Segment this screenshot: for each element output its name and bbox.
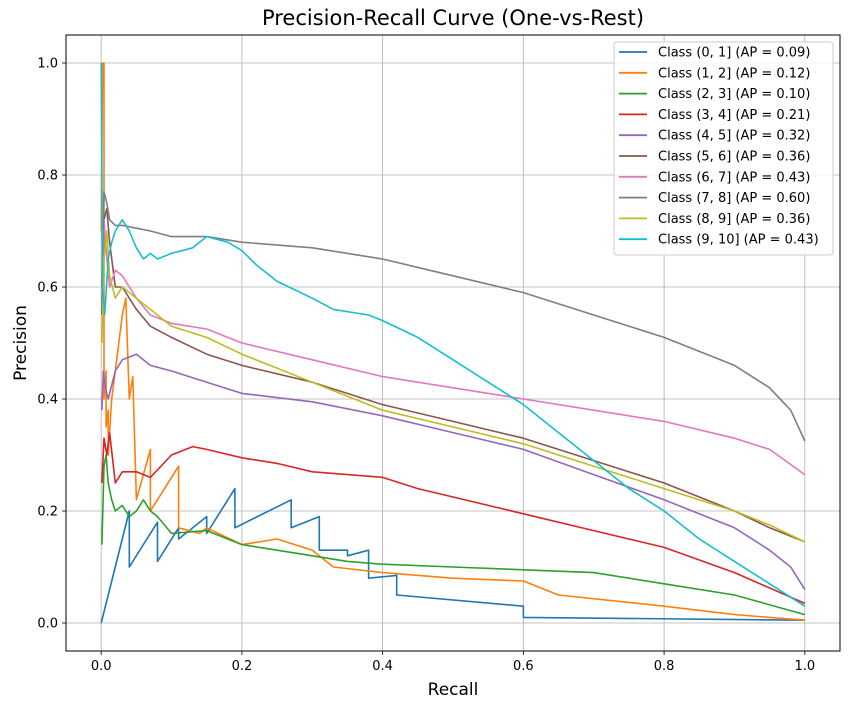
series-layer <box>100 62 806 624</box>
y-tick-label: 0.4 <box>37 393 58 408</box>
axis-ticks: 0.0 0.2 0.4 0.6 0.8 1.0 0.0 0.2 0.4 0.6 0.8 1.0 <box>37 57 815 675</box>
x-tick-label: 1.0 <box>794 659 815 674</box>
x-axis-title: Recall <box>428 680 479 700</box>
series-line-5 <box>101 207 806 543</box>
x-tick-label: 0.0 <box>91 659 112 674</box>
x-tick-label: 0.4 <box>372 659 393 674</box>
chart-title: Precision-Recall Curve (One-vs-Rest) <box>262 6 644 30</box>
legend-label: Class (8, 9] (AP = 0.36) <box>658 212 810 227</box>
series-line-9 <box>100 62 806 607</box>
legend-label: Class (2, 3] (AP = 0.10) <box>658 87 810 102</box>
series-line-6 <box>101 219 806 476</box>
y-tick-label: 0.0 <box>37 617 58 632</box>
series-line-7 <box>101 191 806 442</box>
series-line-8 <box>101 230 806 543</box>
legend-label: Class (3, 4] (AP = 0.21) <box>658 108 810 123</box>
y-tick-label: 0.8 <box>37 169 58 184</box>
plot-frame <box>65 34 841 652</box>
legend-label: Class (1, 2] (AP = 0.12) <box>658 66 810 81</box>
series-line-2 <box>101 454 806 616</box>
series-line-0 <box>100 487 805 624</box>
series-line-3 <box>101 431 806 605</box>
series-line-1 <box>100 62 805 621</box>
y-tick-label: 1.0 <box>37 57 58 72</box>
legend-label: Class (5, 6] (AP = 0.36) <box>658 150 810 165</box>
x-tick-label: 0.6 <box>513 659 534 674</box>
legend: Class (0, 1] (AP = 0.09) Class (1, 2] (AP… <box>613 41 834 256</box>
legend-label: Class (7, 8] (AP = 0.60) <box>658 191 810 206</box>
x-tick-label: 0.2 <box>232 659 253 674</box>
y-axis-title: Precision <box>11 305 31 381</box>
legend-box <box>613 41 834 256</box>
y-tick-label: 0.6 <box>37 281 58 296</box>
y-tick-label: 0.2 <box>37 505 58 520</box>
legend-label: Class (0, 1] (AP = 0.09) <box>658 46 810 61</box>
legend-label: Class (4, 5] (AP = 0.32) <box>658 129 810 144</box>
series-line-4 <box>101 353 806 590</box>
x-tick-label: 0.8 <box>654 659 675 674</box>
legend-label: Class (6, 7] (AP = 0.43) <box>658 170 810 185</box>
legend-label: Class (9, 10] (AP = 0.43) <box>658 233 819 248</box>
